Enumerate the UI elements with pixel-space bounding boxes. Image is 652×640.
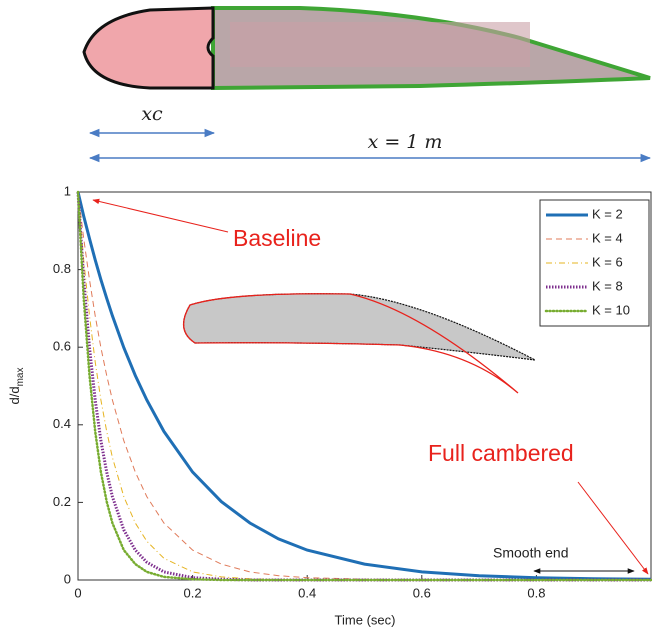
annotation: Baseline <box>233 225 321 251</box>
x-tick-label: 0.2 <box>184 585 202 600</box>
series-line <box>76 190 652 582</box>
annotation-arrow <box>577 481 649 575</box>
y-tick-label: 0.2 <box>53 494 71 509</box>
y-tick-label: 1 <box>64 183 71 198</box>
y-axis-label: d/dmax <box>7 368 25 405</box>
y-axis-label-main: d/d <box>7 386 22 404</box>
x-tick-label: 0.6 <box>413 585 431 600</box>
annotation: Full cambered <box>428 440 574 466</box>
inset-airfoil <box>183 293 536 394</box>
airfoil-leading-edge <box>82 6 215 90</box>
legend-box <box>539 199 650 327</box>
airfoil-diagram: xc x = 1 m <box>82 6 652 163</box>
y-tick-label: 0.8 <box>53 261 71 276</box>
y-tick-label: 0 <box>64 571 71 586</box>
y-tick-label: 0.6 <box>53 339 71 354</box>
legend-label: K = 6 <box>592 254 623 269</box>
x-tick-label: 0 <box>74 585 81 600</box>
series-line <box>77 191 651 581</box>
xc-label: xc <box>141 103 163 125</box>
chord-label: x = 1 m <box>368 131 443 153</box>
mechanism <box>230 22 530 67</box>
legend-label: K = 2 <box>592 206 623 221</box>
legend-label: K = 4 <box>592 230 623 245</box>
series-line <box>76 191 651 582</box>
annotation-arrow <box>92 198 229 233</box>
y-tick-label: 0.4 <box>53 416 71 431</box>
legend-label: K = 8 <box>592 278 623 293</box>
annotation: Smooth end <box>493 545 569 561</box>
legend-label: K = 10 <box>592 302 630 317</box>
x-tick-label: 0.8 <box>527 585 545 600</box>
x-axis-label: Time (sec) <box>335 612 396 627</box>
series-line <box>77 191 651 581</box>
y-axis-label-sub: max <box>15 368 26 387</box>
x-tick-label: 0.4 <box>298 585 316 600</box>
series-line <box>76 191 652 581</box>
